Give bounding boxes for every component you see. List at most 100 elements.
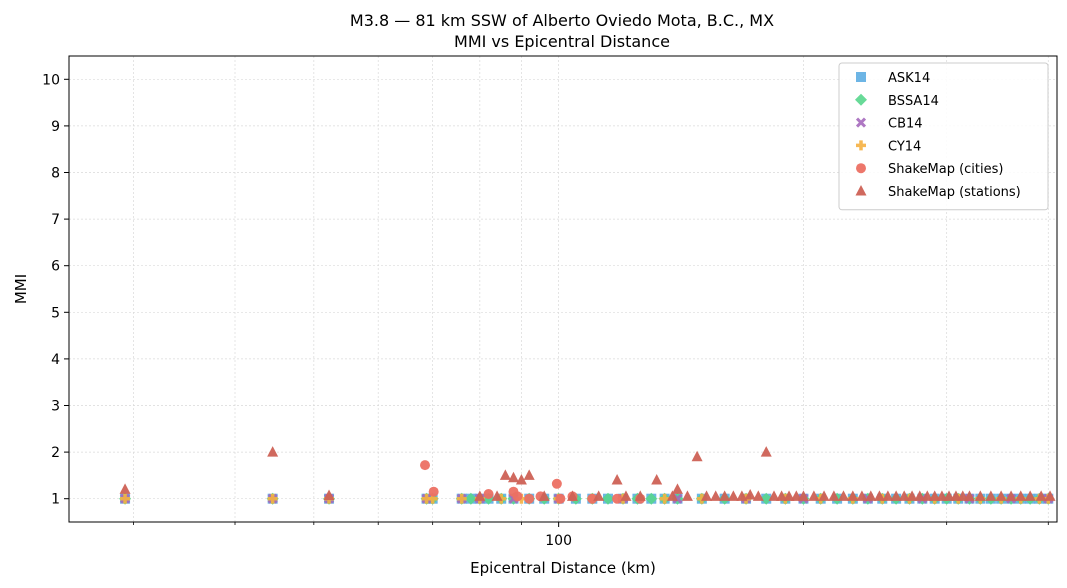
data-point <box>1024 490 1036 501</box>
data-point <box>744 488 756 500</box>
data-point <box>267 493 278 504</box>
data-point <box>267 446 279 457</box>
chart-subtitle: MMI vs Epicentral Distance <box>454 32 670 51</box>
legend-label: CY14 <box>888 139 921 154</box>
data-point <box>1035 490 1047 501</box>
legend-label: ASK14 <box>888 71 930 86</box>
data-point <box>512 491 523 502</box>
data-point <box>538 490 550 501</box>
series-triangle <box>119 446 1056 501</box>
plot-frame <box>68 55 1058 523</box>
data-point <box>701 490 713 501</box>
y-tick-label: 8 <box>51 166 60 182</box>
data-point <box>483 489 494 500</box>
y-tick-label: 4 <box>51 352 60 368</box>
legend-marker <box>856 163 866 174</box>
axis-ticks: 1 2 3 4 5 6 7 8 9 10 100 <box>42 72 1049 549</box>
data-point <box>936 490 948 501</box>
data-point <box>602 492 615 505</box>
data-point <box>837 490 849 501</box>
data-point <box>790 490 802 501</box>
legend-marker <box>855 117 867 128</box>
data-point <box>666 490 678 501</box>
data-point <box>566 490 578 501</box>
data-points <box>119 446 1056 505</box>
data-point <box>963 490 975 501</box>
legend-box <box>838 62 1049 211</box>
data-point <box>323 489 335 500</box>
data-point <box>776 490 788 501</box>
data-point <box>645 492 658 505</box>
data-point <box>507 471 519 483</box>
data-point <box>651 474 663 485</box>
data-point <box>515 474 527 485</box>
data-point <box>943 490 955 501</box>
data-point <box>456 493 467 504</box>
data-point <box>882 490 894 501</box>
data-point <box>620 490 632 501</box>
legend-label: ShakeMap (stations) <box>888 185 1021 200</box>
data-point <box>752 490 764 501</box>
x-axis-label: Epicentral Distance (km) <box>470 559 656 577</box>
data-point <box>914 490 926 501</box>
series-circle <box>420 460 646 504</box>
chart-title: M3.8 — 81 km SSW of Alberto Oviedo Mota,… <box>350 11 774 30</box>
data-point <box>499 469 511 480</box>
data-point <box>524 493 535 504</box>
data-point <box>727 490 739 501</box>
data-point <box>898 490 910 501</box>
data-point <box>1015 490 1027 501</box>
data-point <box>906 490 918 501</box>
data-point <box>671 483 683 494</box>
data-point <box>865 490 877 501</box>
data-point <box>593 490 605 501</box>
data-point <box>921 490 933 501</box>
data-point <box>464 492 477 505</box>
data-point <box>611 474 623 485</box>
y-tick-label: 1 <box>51 492 60 508</box>
data-point <box>474 490 486 501</box>
data-point <box>847 490 859 501</box>
data-point <box>719 490 731 501</box>
data-point <box>828 490 840 501</box>
y-tick-label: 5 <box>51 305 60 321</box>
data-point <box>736 490 748 501</box>
data-point <box>768 490 780 501</box>
data-point <box>420 460 431 471</box>
data-point <box>783 490 795 501</box>
data-point <box>491 490 503 501</box>
data-point <box>428 486 439 497</box>
data-point <box>856 490 868 501</box>
legend-label: CB14 <box>888 117 923 132</box>
data-point <box>587 493 598 504</box>
grid <box>69 56 1057 522</box>
data-point <box>985 490 997 501</box>
legend-label: BSSA14 <box>888 94 939 109</box>
legend-marker <box>855 185 867 196</box>
data-point <box>974 490 986 501</box>
y-tick-label: 2 <box>51 445 60 461</box>
data-point <box>1044 490 1056 501</box>
data-point <box>612 493 623 504</box>
legend-marker <box>856 72 866 82</box>
y-axis-label: MMI <box>12 274 30 304</box>
data-point <box>120 493 131 504</box>
data-point <box>710 490 722 501</box>
data-point <box>1005 490 1017 501</box>
data-point <box>760 446 772 457</box>
x-tick-label: 100 <box>545 533 572 549</box>
data-point <box>890 490 902 501</box>
data-point <box>119 483 131 494</box>
data-point <box>797 490 809 501</box>
y-tick-label: 7 <box>51 212 60 228</box>
data-point <box>555 493 566 504</box>
data-point <box>818 490 830 501</box>
data-point <box>808 490 820 501</box>
data-point <box>760 492 773 505</box>
data-point <box>634 490 646 501</box>
y-tick-label: 9 <box>51 119 60 135</box>
legend-marker <box>856 140 866 151</box>
y-tick-label: 3 <box>51 399 60 415</box>
legend: ASK14 BSSA14 CB14 CY14 ShakeMap (cities) Shak… <box>838 62 1049 211</box>
